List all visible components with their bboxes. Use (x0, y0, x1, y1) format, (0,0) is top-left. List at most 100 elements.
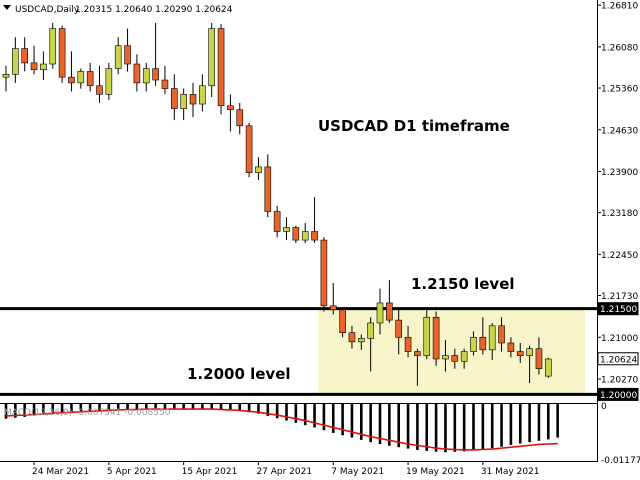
candle (329, 282, 337, 315)
candle (208, 22, 215, 98)
candle (264, 154, 272, 218)
price-highlight-label: 1.21500 (600, 305, 637, 315)
candle (442, 340, 449, 372)
date-label: 24 Mar 2021 (32, 467, 89, 477)
range-zone-group (317, 308, 585, 395)
candle (217, 24, 225, 115)
price-tick-label: 1.24630 (601, 126, 638, 136)
candle (49, 22, 57, 69)
candle (86, 62, 94, 92)
price-tick-label: 1.20270 (601, 375, 638, 385)
candle-body (96, 85, 103, 95)
candle (404, 325, 412, 358)
candle (320, 237, 328, 312)
price-highlight-label: 1.20624 (600, 355, 637, 365)
candle-body (395, 319, 403, 338)
candle (311, 197, 318, 243)
candle (395, 308, 403, 355)
candle (451, 348, 459, 369)
candle (227, 94, 234, 132)
candle-body (171, 88, 178, 109)
candle-body (432, 316, 440, 360)
level-high-annotation: 1.2150 level (411, 275, 515, 293)
candle-body (180, 94, 187, 109)
candle (367, 317, 374, 372)
candle-body (152, 68, 159, 81)
candle (498, 317, 505, 352)
candle-body (21, 48, 29, 64)
candle-body (227, 105, 234, 111)
candle-body (470, 336, 477, 352)
candle-body (264, 166, 272, 212)
candle-body (245, 125, 253, 173)
candle-body (320, 239, 328, 307)
candle (236, 102, 244, 135)
candle-body (49, 28, 57, 65)
candle-body (161, 79, 169, 89)
candle (432, 311, 440, 366)
candle-body (357, 338, 365, 343)
candle-body (77, 71, 85, 84)
candle (199, 74, 206, 112)
candle (301, 222, 309, 243)
date-label: 27 Apr 2021 (256, 467, 312, 477)
candle-body (329, 305, 337, 311)
candle-body (311, 231, 318, 241)
candle-body (414, 351, 421, 356)
candle-body (367, 322, 374, 339)
candle (21, 37, 29, 72)
date-label: 7 May 2021 (331, 467, 384, 477)
candle-body (12, 48, 19, 75)
price-axis: 1.26810 1.26080 1.25360 1.24630 1.23900 1.231… (597, 2, 640, 466)
price-tick-label: 1.26080 (601, 43, 638, 53)
candle-body (68, 76, 75, 84)
price-tick-label: 1.23900 (601, 168, 638, 178)
date-label: 31 May 2021 (481, 467, 540, 477)
candle (68, 51, 75, 92)
candle (245, 122, 253, 178)
ohlc-values: 1.20315 1.20640 1.20290 1.20624 (75, 5, 233, 15)
candle-body (86, 71, 94, 87)
price-tick-label: 1.21000 (601, 334, 638, 344)
candle-body (283, 227, 290, 232)
candle (255, 157, 262, 181)
candle-body (535, 348, 543, 370)
candle (161, 65, 169, 95)
candle-body (105, 68, 113, 95)
candle-body (30, 62, 38, 71)
candle (12, 37, 19, 83)
candle (2, 65, 10, 92)
candle (77, 68, 85, 89)
price-tick-label: 1.21730 (601, 292, 638, 302)
candle-body (236, 109, 244, 127)
date-label: 5 Apr 2021 (107, 467, 157, 477)
candle-body (199, 85, 206, 105)
candle (460, 348, 468, 369)
candle (152, 22, 159, 86)
candle (357, 334, 365, 350)
macd-tick-label: -0.011775 (601, 456, 640, 466)
candle (376, 288, 384, 335)
collapse-triangle-icon[interactable] (3, 5, 11, 10)
candle (292, 225, 300, 243)
macd-indicator-label: MACD(12,26,9) -0.007341 -0.008550 (4, 408, 171, 418)
candle (544, 357, 552, 378)
candle-body (460, 351, 468, 362)
candle (142, 62, 150, 92)
candle (58, 25, 66, 83)
candle-body (442, 355, 449, 360)
candle (423, 308, 431, 359)
candle-body (376, 302, 384, 324)
candle-body (208, 28, 215, 87)
price-highlight-tag (597, 302, 639, 316)
candle-body (507, 342, 515, 352)
candle (470, 331, 477, 356)
candle-body (2, 74, 10, 78)
candle-body (544, 358, 552, 377)
candle (414, 348, 421, 386)
candles-group (2, 22, 552, 386)
candle-body (58, 28, 66, 78)
price-highlight-label: 1.20000 (600, 391, 637, 401)
candle (488, 322, 496, 361)
